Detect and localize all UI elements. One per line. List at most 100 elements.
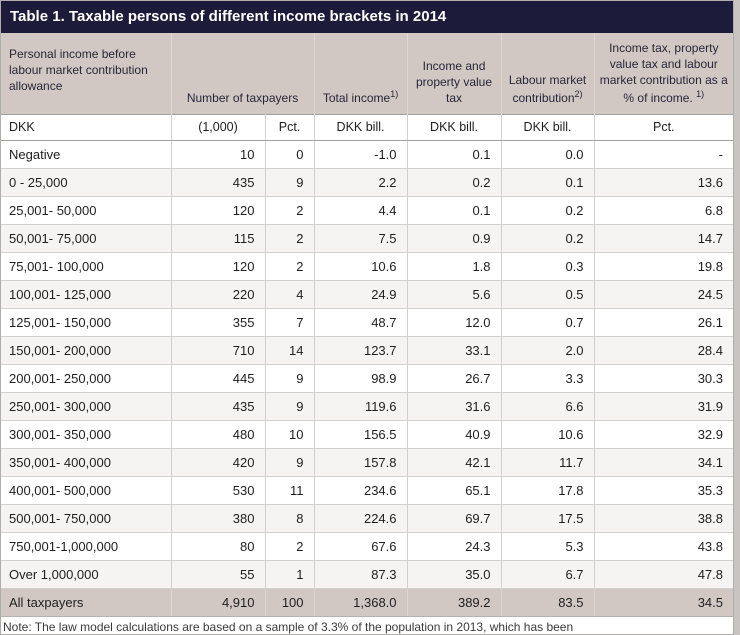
value-cell: 0.2 [501, 224, 595, 253]
income-bracket-cell: 350,001- 400,000 [1, 448, 172, 477]
value-cell: 40.9 [407, 420, 502, 449]
unit-dkk-bill-3: DKK bill. [501, 113, 595, 141]
column-header-labour-market-contribution: Labour market contribution2) [501, 33, 595, 114]
unit-dkk-bill-1: DKK bill. [314, 113, 408, 141]
column-header-pct-of-income-label: Income tax, property value tax and labou… [599, 40, 728, 106]
value-cell: 0.2 [501, 196, 595, 225]
value-cell: 69.7 [407, 504, 502, 533]
value-cell: 17.8 [501, 476, 595, 505]
total-row: All taxpayers 4,910 100 1,368.0 389.2 83.5 34.… [1, 588, 734, 617]
value-cell: 80 [171, 532, 266, 561]
value-cell: 100 [265, 588, 315, 617]
value-cell: 26.7 [407, 364, 502, 393]
units-row: DKK (1,000) Pct. DKK bill. DKK bill. DKK… [1, 113, 734, 141]
table-row: Negative 10 0 -1.0 0.1 0.0- [1, 140, 734, 169]
table-row: 150,001- 200,000 710 14 123.7 33.1 2.0 28.4 [1, 336, 734, 365]
value-cell: 33.1 [407, 336, 502, 365]
value-cell: 4 [265, 280, 315, 309]
value-cell: 1.8 [407, 252, 502, 281]
value-cell: 6.8 [594, 196, 734, 225]
table-row: 25,001- 50,000 120 2 4.4 0.1 0.2 6.8 [1, 196, 734, 225]
value-cell: 2.2 [314, 168, 408, 197]
value-cell: 2 [265, 196, 315, 225]
value-cell: 28.4 [594, 336, 734, 365]
income-bracket-cell: All taxpayers [1, 588, 172, 617]
column-header-total-income-label: Total income [322, 91, 391, 106]
value-cell: 38.8 [594, 504, 734, 533]
value-cell: 10.6 [501, 420, 595, 449]
income-bracket-cell: Negative [1, 140, 172, 169]
income-bracket-cell: 125,001- 150,000 [1, 308, 172, 337]
table-body: Negative 10 0 -1.0 0.1 0.0-0 - 25,000 435 9 2.2 0… [1, 140, 734, 617]
value-cell: 30.3 [594, 364, 734, 393]
footnote-ref-2: 2) [574, 89, 583, 100]
value-cell: 35.3 [594, 476, 734, 505]
value-cell: 87.3 [314, 560, 408, 589]
income-bracket-cell: 100,001- 125,000 [1, 280, 172, 309]
table-row: Over 1,000,000 55 1 87.3 35.0 6.7 47.8 [1, 560, 734, 589]
value-cell: 234.6 [314, 476, 408, 505]
value-cell: 0.0 [501, 140, 595, 169]
table-row: 100,001- 125,000 220 4 24.9 5.6 0.5 24.5 [1, 280, 734, 309]
value-cell: 11.7 [501, 448, 595, 477]
footnote-ref-1b: 1) [696, 89, 705, 100]
unit-dkk-bill-2: DKK bill. [407, 113, 502, 141]
income-bracket-cell: 200,001- 250,000 [1, 364, 172, 393]
value-cell: 480 [171, 420, 266, 449]
value-cell: 0.2 [407, 168, 502, 197]
table-row: 125,001- 150,000 355 7 48.7 12.0 0.7 26.1 [1, 308, 734, 337]
value-cell: 435 [171, 168, 266, 197]
value-cell: 8 [265, 504, 315, 533]
value-cell: 1 [265, 560, 315, 589]
value-cell: 4.4 [314, 196, 408, 225]
table-row: 300,001- 350,000 480 10 156.5 40.9 10.6 32.9 [1, 420, 734, 449]
value-cell: 31.9 [594, 392, 734, 421]
column-header-pct-of-income: Income tax, property value tax and labou… [594, 33, 734, 114]
value-cell: 0.1 [407, 140, 502, 169]
table-row: 0 - 25,000 435 9 2.2 0.2 0.1 13.6 [1, 168, 734, 197]
value-cell: 11 [265, 476, 315, 505]
value-cell: 12.0 [407, 308, 502, 337]
value-cell: 157.8 [314, 448, 408, 477]
income-bracket-cell: 250,001- 300,000 [1, 392, 172, 421]
value-cell: 98.9 [314, 364, 408, 393]
income-bracket-cell: 50,001- 75,000 [1, 224, 172, 253]
value-cell: 435 [171, 392, 266, 421]
value-cell: 24.5 [594, 280, 734, 309]
income-bracket-cell: 750,001-1,000,000 [1, 532, 172, 561]
column-header-total-income: Total income1) [314, 33, 408, 114]
value-cell: 3.3 [501, 364, 595, 393]
value-cell: 115 [171, 224, 266, 253]
income-bracket-cell: 400,001- 500,000 [1, 476, 172, 505]
unit-dkk: DKK [1, 113, 172, 141]
value-cell: 530 [171, 476, 266, 505]
income-bracket-cell: 300,001- 350,000 [1, 420, 172, 449]
value-cell: 5.6 [407, 280, 502, 309]
table-title: Table 1. Taxable persons of different in… [1, 1, 733, 33]
value-cell: 7 [265, 308, 315, 337]
value-cell: 24.3 [407, 532, 502, 561]
value-cell: -1.0 [314, 140, 408, 169]
value-cell: 0 [265, 140, 315, 169]
income-bracket-cell: 0 - 25,000 [1, 168, 172, 197]
column-header-labour-market-label: Labour market contribution [508, 73, 587, 106]
value-cell: 6.7 [501, 560, 595, 589]
income-bracket-cell: 25,001- 50,000 [1, 196, 172, 225]
value-cell: 0.1 [501, 168, 595, 197]
value-cell: 2 [265, 224, 315, 253]
value-cell: 0.1 [407, 196, 502, 225]
value-cell: 34.1 [594, 448, 734, 477]
table-row: 250,001- 300,000 435 9 119.6 31.6 6.6 31.9 [1, 392, 734, 421]
value-cell: 5.3 [501, 532, 595, 561]
value-cell: 9 [265, 168, 315, 197]
value-cell: 710 [171, 336, 266, 365]
table-row: 75,001- 100,000 120 2 10.6 1.8 0.3 19.8 [1, 252, 734, 281]
value-cell: 10.6 [314, 252, 408, 281]
value-cell: 120 [171, 252, 266, 281]
income-bracket-cell: 75,001- 100,000 [1, 252, 172, 281]
table-row: 750,001-1,000,000 80 2 67.6 24.3 5.3 43.8 [1, 532, 734, 561]
value-cell: 123.7 [314, 336, 408, 365]
income-bracket-cell: 500,001- 750,000 [1, 504, 172, 533]
value-cell: 17.5 [501, 504, 595, 533]
value-cell: 2 [265, 532, 315, 561]
